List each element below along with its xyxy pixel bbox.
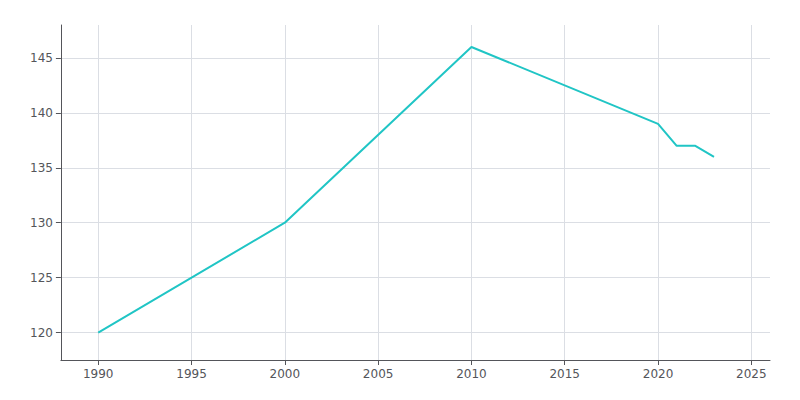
svg-text:2020: 2020: [643, 367, 674, 381]
svg-text:1995: 1995: [176, 367, 207, 381]
svg-text:2010: 2010: [456, 367, 487, 381]
svg-text:2015: 2015: [549, 367, 580, 381]
svg-text:1990: 1990: [83, 367, 114, 381]
svg-text:125: 125: [30, 271, 53, 285]
svg-text:135: 135: [30, 161, 53, 175]
svg-text:130: 130: [30, 216, 53, 230]
svg-text:2025: 2025: [736, 367, 767, 381]
svg-text:2000: 2000: [270, 367, 301, 381]
svg-text:2005: 2005: [363, 367, 394, 381]
svg-text:120: 120: [30, 326, 53, 340]
svg-text:145: 145: [30, 51, 53, 65]
svg-text:140: 140: [30, 106, 53, 120]
